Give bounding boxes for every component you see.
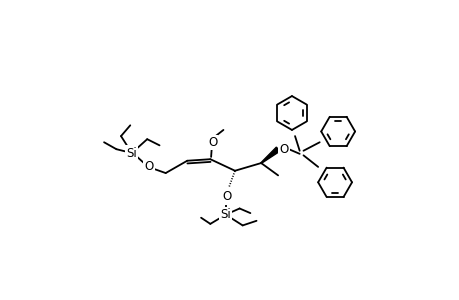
Text: Si: Si bbox=[126, 146, 137, 160]
Polygon shape bbox=[260, 147, 279, 163]
Text: Si: Si bbox=[220, 208, 230, 221]
Text: O: O bbox=[221, 190, 230, 203]
Text: O: O bbox=[279, 143, 288, 156]
Text: O: O bbox=[207, 136, 217, 149]
Text: O: O bbox=[144, 160, 153, 173]
